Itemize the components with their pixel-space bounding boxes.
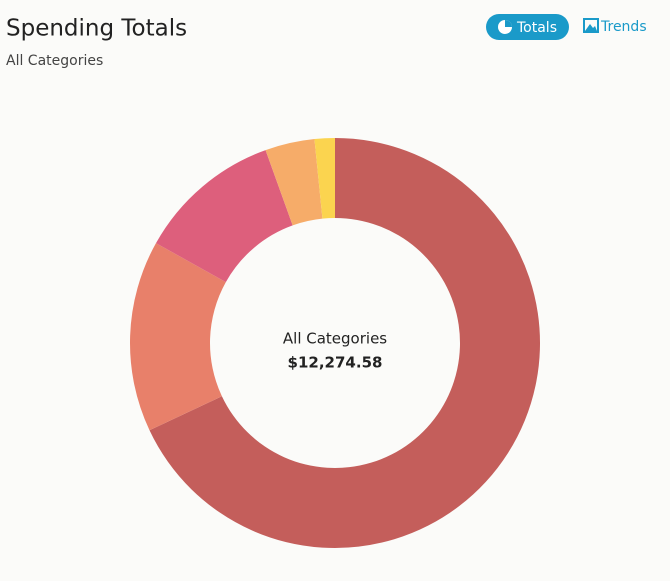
totals-tab[interactable]: Totals [486,14,569,40]
tab-label[interactable]: Totals [516,20,557,36]
tab-label[interactable]: Trends [600,19,647,35]
donut-segment [314,138,335,219]
image-icon [583,18,599,33]
title: Spending Totals [6,16,187,42]
trends-tab[interactable]: Trends [583,18,647,35]
image-icon-fill [585,24,597,31]
center-label: All Categories [283,330,387,348]
center-value: $12,274.58 [288,354,383,372]
donut-segment [149,138,541,548]
pie-icon-slice [505,20,512,27]
donut-segment [129,243,226,431]
donut-segment [155,150,293,283]
donut-segment [265,139,323,226]
subtitle: All Categories [6,53,103,69]
